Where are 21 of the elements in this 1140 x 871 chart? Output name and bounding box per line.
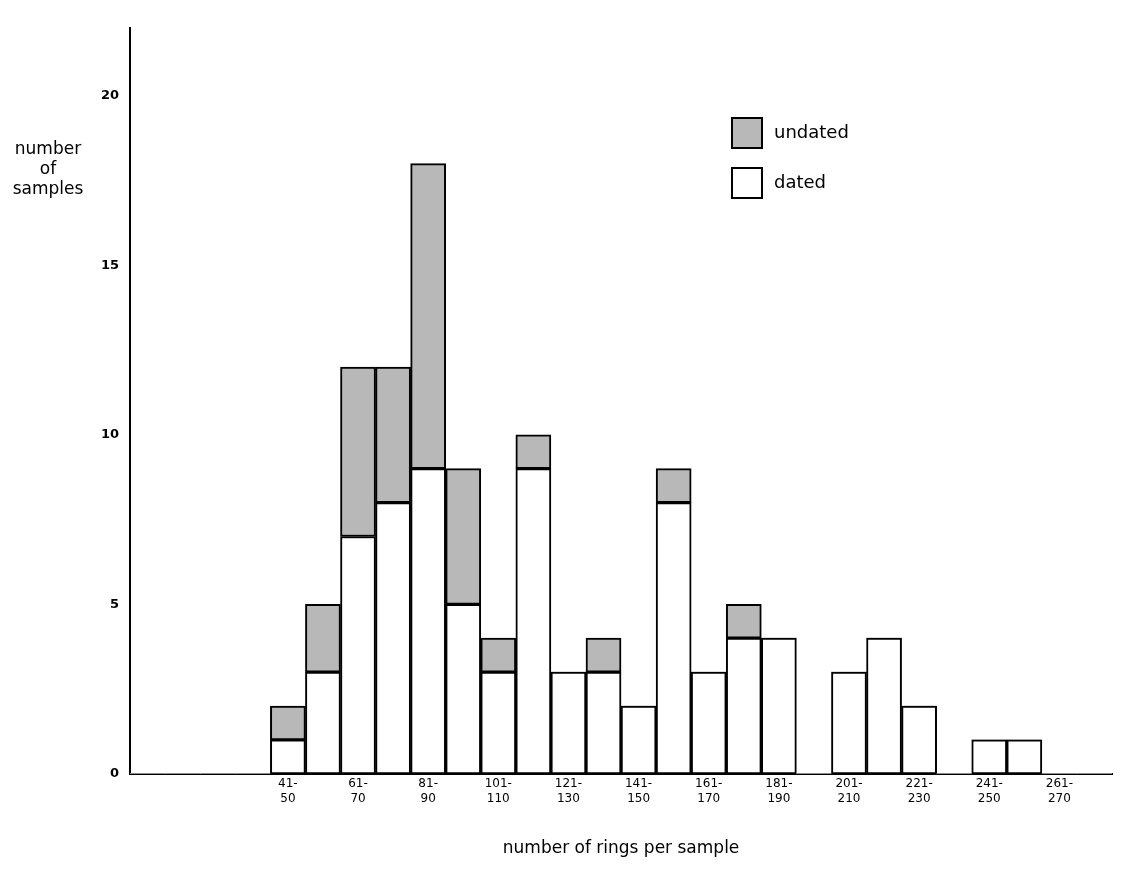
- x-tick-label: 201-210: [835, 776, 863, 805]
- legend-label: undated: [774, 120, 849, 142]
- y-axis-title: number of samples: [11, 138, 85, 198]
- y-tick-label: 5: [110, 595, 120, 611]
- x-tick-label: 261-270: [1045, 776, 1074, 805]
- legend-label: dated: [774, 170, 827, 192]
- x-tick-label: 221-230: [905, 776, 933, 805]
- x-tick-label: 81-90: [418, 776, 438, 805]
- x-tick-label: 161-170: [695, 776, 723, 805]
- y-tick-label: 15: [101, 256, 120, 272]
- y-tick-label: 0: [110, 765, 120, 781]
- x-tick-label: 181-190: [765, 776, 793, 805]
- y-tick-label: 10: [101, 426, 120, 442]
- x-tick-label: 241-250: [975, 776, 1003, 805]
- x-tick-label: 61-70: [348, 776, 368, 805]
- x-tick-label: 41-50: [278, 776, 298, 805]
- x-tick-label: 101-110: [484, 776, 512, 805]
- x-tick-label: 141-150: [624, 776, 653, 805]
- x-axis-title: number of rings per sample: [502, 837, 740, 858]
- y-tick-label: 20: [101, 87, 120, 103]
- x-tick-label: 121-130: [554, 776, 583, 805]
